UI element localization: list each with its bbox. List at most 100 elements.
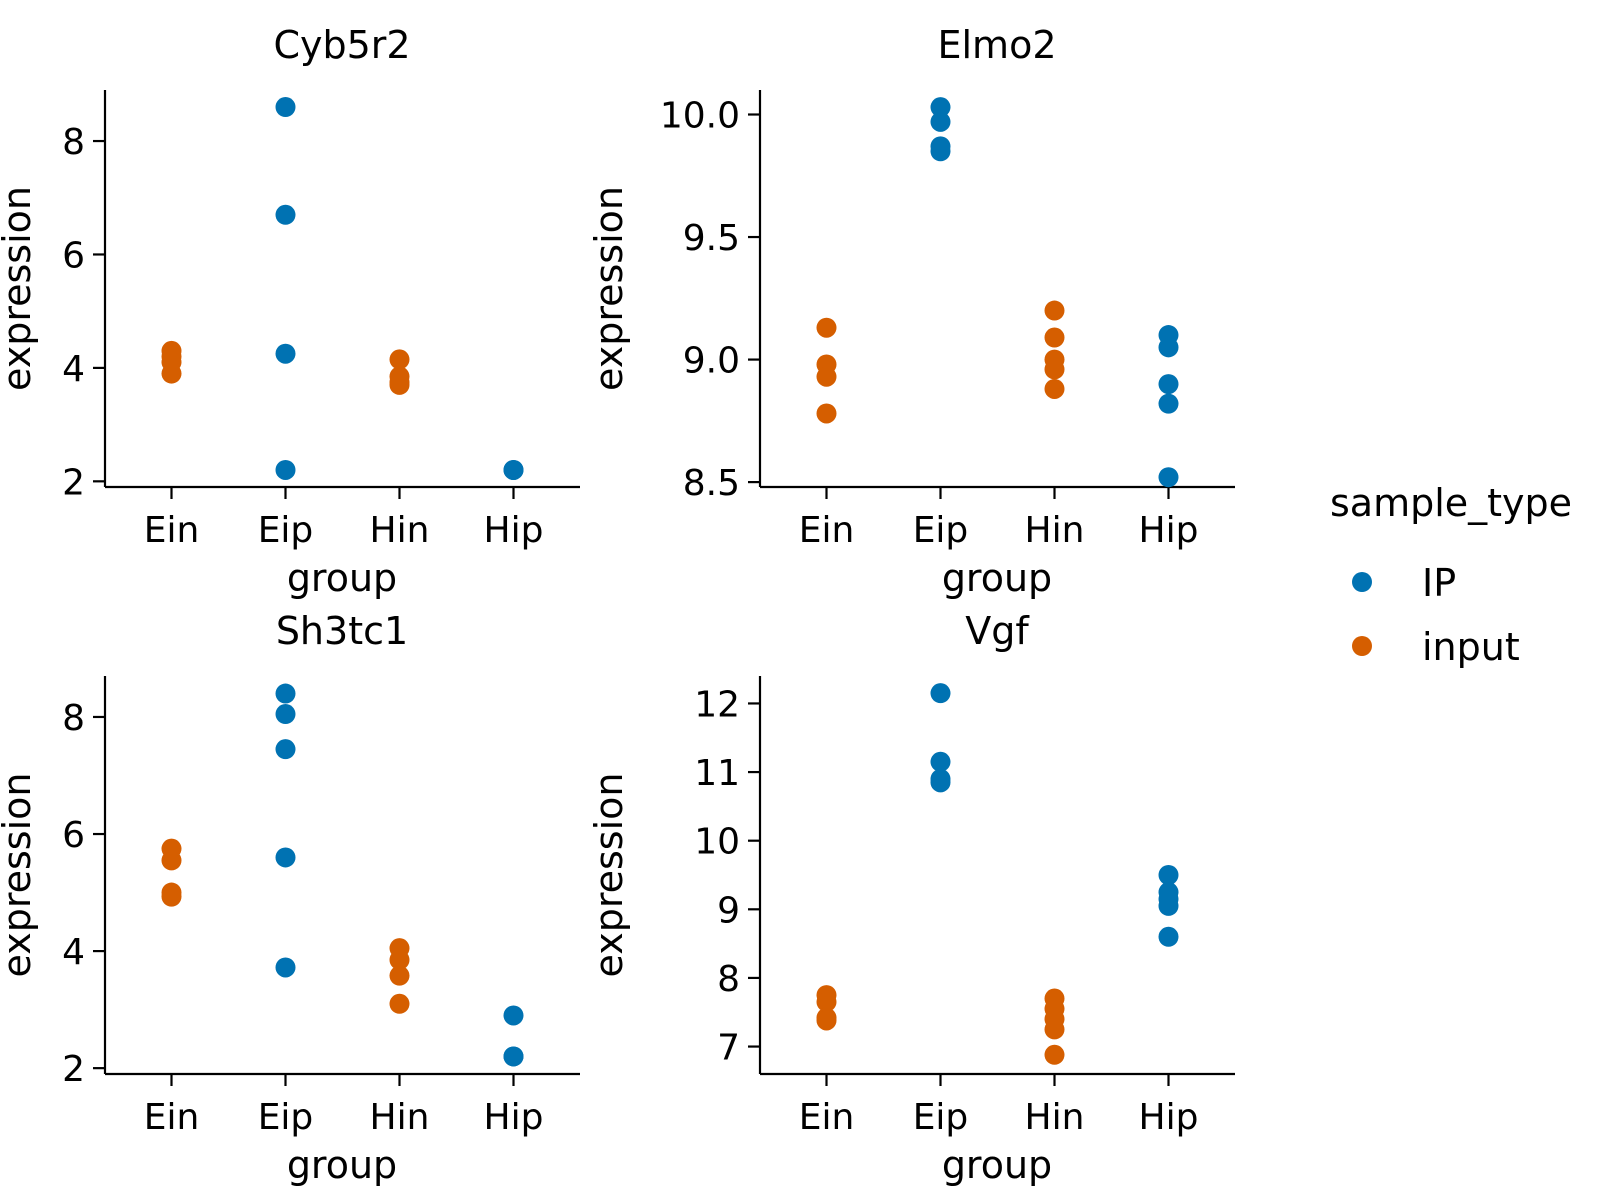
data-point	[275, 704, 296, 725]
y-tick-label: 9	[717, 890, 740, 931]
x-tick-label: Eip	[913, 510, 969, 551]
x-tick-label: Ein	[799, 1097, 855, 1138]
x-tick-label: Hin	[1025, 1097, 1085, 1138]
series-ip	[930, 97, 1179, 488]
x-tick-label: Ein	[144, 510, 200, 551]
data-point	[275, 343, 296, 364]
y-tick-label: 8.5	[683, 463, 740, 504]
x-tick-label: Eip	[258, 510, 314, 551]
legend-entry-input: input	[1352, 625, 1520, 669]
panel-title: Sh3tc1	[276, 609, 408, 653]
y-tick-label: 9.5	[683, 218, 740, 259]
x-axis-title: group	[942, 556, 1052, 600]
data-point	[389, 965, 410, 986]
data-point	[816, 1010, 837, 1031]
data-point	[1044, 300, 1065, 321]
x-tick-label: Eip	[258, 1097, 314, 1138]
data-point	[503, 1046, 524, 1067]
series-ip	[930, 683, 1179, 947]
data-point	[930, 683, 951, 704]
data-point	[816, 317, 837, 338]
data-point	[1158, 926, 1179, 947]
data-point	[275, 847, 296, 868]
y-axis-title: expression	[0, 773, 39, 978]
data-point	[816, 991, 837, 1012]
data-point	[389, 349, 410, 370]
legend: sample_type IP input	[1330, 481, 1572, 669]
data-point	[1158, 337, 1179, 358]
panel-cyb5r2: Cyb5r2 2 4 6 8 Ein Eip Hin Hip group expression	[0, 23, 580, 600]
data-point	[275, 204, 296, 225]
data-point	[389, 949, 410, 970]
y-tick-label: 10.0	[660, 96, 740, 137]
data-point	[503, 459, 524, 480]
x-tick-label: Ein	[144, 1097, 200, 1138]
y-tick-label: 6	[62, 235, 85, 276]
data-point	[389, 374, 410, 395]
y-tick-label: 4	[62, 932, 85, 973]
data-point	[161, 850, 182, 871]
data-point	[275, 97, 296, 118]
data-point	[503, 1005, 524, 1026]
data-point	[930, 751, 951, 772]
legend-key-input	[1352, 636, 1372, 656]
y-tick-label: 7	[717, 1028, 740, 1069]
y-tick-label: 11	[694, 753, 740, 794]
series-ip	[275, 683, 524, 1067]
data-point	[1158, 865, 1179, 885]
panel-title: Cyb5r2	[273, 23, 410, 67]
y-tick-label: 12	[694, 684, 740, 725]
data-point	[930, 111, 951, 132]
panel-elmo2: Elmo2 8.5 9.0 9.5 10.0 Ein Eip Hin Hip group expre…	[587, 23, 1235, 600]
data-point	[275, 459, 296, 480]
y-tick-label: 4	[62, 349, 85, 390]
data-point	[1044, 1044, 1065, 1065]
data-point	[389, 993, 410, 1014]
data-point	[1158, 393, 1179, 414]
x-tick-label: Hin	[370, 510, 430, 551]
data-point	[275, 683, 296, 704]
x-tick-label: Hip	[1139, 510, 1199, 551]
x-tick-label: Hin	[370, 1097, 430, 1138]
y-tick-label: 2	[62, 1049, 85, 1090]
data-point	[1044, 359, 1065, 380]
legend-label-ip: IP	[1422, 561, 1456, 605]
data-point	[930, 772, 951, 793]
legend-title: sample_type	[1330, 481, 1572, 525]
y-tick-label: 9.0	[683, 341, 740, 382]
data-point	[816, 403, 837, 424]
y-tick-label: 10	[694, 822, 740, 863]
data-point	[1158, 895, 1179, 916]
series-input	[816, 300, 1065, 424]
y-tick-label: 8	[62, 698, 85, 739]
data-point	[275, 957, 296, 978]
data-point	[1044, 1019, 1065, 1040]
y-axis-title: expression	[587, 186, 631, 391]
data-point	[1158, 467, 1179, 488]
x-tick-label: Ein	[799, 510, 855, 551]
data-point	[1044, 378, 1065, 399]
x-tick-label: Hip	[484, 510, 544, 551]
data-point	[930, 141, 951, 162]
y-axis-title: expression	[0, 186, 39, 391]
data-point	[275, 739, 296, 760]
series-input	[161, 340, 410, 395]
y-axis-title: expression	[587, 773, 631, 978]
x-axis-title: group	[942, 1143, 1052, 1187]
series-input	[816, 985, 1065, 1065]
legend-label-input: input	[1422, 625, 1520, 669]
x-tick-label: Hip	[1139, 1097, 1199, 1138]
data-point	[930, 97, 951, 118]
x-tick-label: Eip	[913, 1097, 969, 1138]
y-tick-label: 6	[62, 815, 85, 856]
data-point	[1158, 374, 1179, 395]
data-point	[1044, 327, 1065, 348]
x-tick-label: Hin	[1025, 510, 1085, 551]
y-tick-label: 2	[62, 462, 85, 503]
legend-entry-ip: IP	[1352, 561, 1456, 605]
y-tick-label: 8	[62, 122, 85, 163]
data-point	[816, 366, 837, 387]
y-tick-label: 8	[717, 959, 740, 1000]
